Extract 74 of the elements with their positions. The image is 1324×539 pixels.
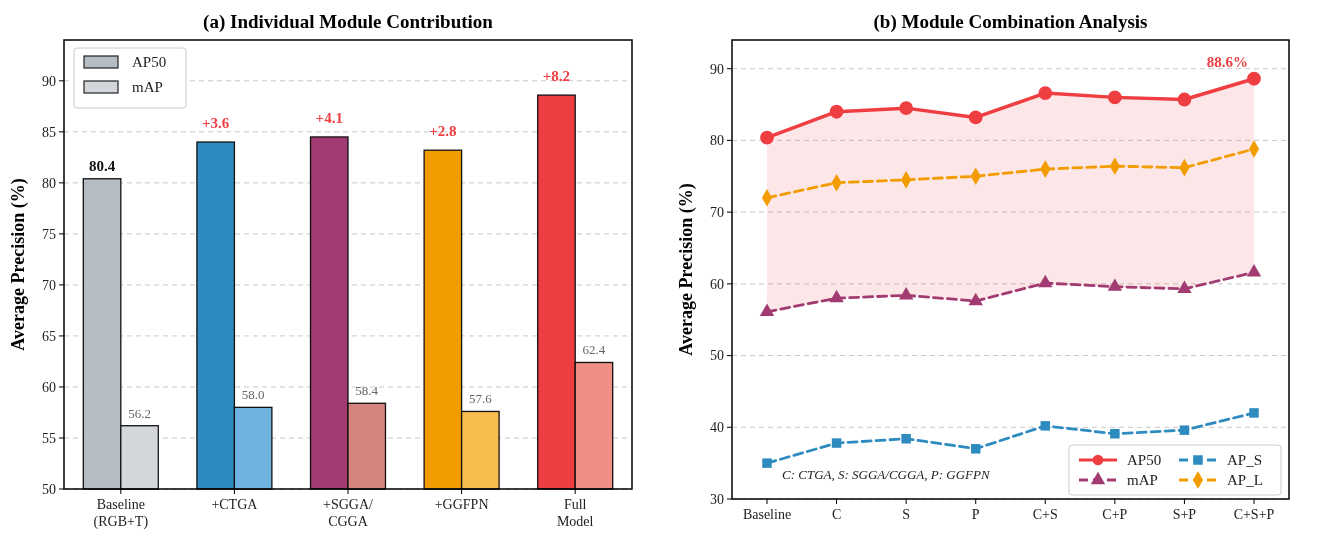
point: [968, 110, 983, 125]
legend-label: AP_S: [1227, 452, 1263, 469]
y-tick-label: 70: [42, 277, 56, 293]
y-tick-label: 80: [42, 175, 56, 191]
y-tick-label: 90: [710, 61, 724, 77]
chart-title: (a) Individual Module Contribution: [203, 11, 494, 33]
legend-label: AP50: [1127, 452, 1162, 469]
y-axis-title: Average Precision (%): [8, 178, 29, 351]
x-tick-label: +CTGA: [211, 497, 259, 512]
annotation: +2.8: [429, 123, 457, 140]
point: [968, 292, 983, 306]
x-tick-label: P: [971, 507, 980, 522]
data-label: 58.0: [241, 387, 265, 403]
point: [829, 289, 844, 303]
point: [762, 458, 772, 468]
annotation: +8.2: [542, 68, 571, 85]
x-tick-label: Full Model: [556, 497, 594, 529]
y-tick-label: 50: [710, 348, 724, 364]
chart-title: (b) Module Combination Analysis: [873, 11, 1148, 33]
legend-label: mAP: [1127, 472, 1158, 489]
point: [1177, 92, 1192, 107]
point: [1110, 428, 1120, 439]
y-tick-label: 50: [42, 481, 56, 497]
annotation: C: CTGA, S: SGGA/CGGA, P: GGFPN: [782, 467, 991, 482]
legend-label: AP50: [132, 54, 167, 71]
y-axis-title: Average Precision (%): [676, 183, 697, 356]
x-tick-label: +SGGA/ CGGA: [323, 497, 374, 529]
annotation: +3.6: [202, 115, 230, 132]
data-label: 80.4: [88, 157, 116, 174]
data-label: 57.6: [468, 391, 493, 407]
annotation: 88.6%: [1206, 53, 1248, 70]
x-tick-label: C: [831, 507, 842, 522]
data-label: 56.2: [128, 405, 151, 421]
x-tick-label: Baseline: [742, 507, 792, 522]
x-tick-label: S+P: [1172, 507, 1197, 522]
x-tick-label: S: [902, 507, 911, 522]
y-tick-label: 65: [42, 328, 56, 344]
x-tick-label: Baseline (RGB+T): [93, 497, 149, 530]
y-tick-label: 70: [710, 205, 724, 221]
point: [1177, 280, 1192, 294]
annotation: +4.1: [315, 109, 343, 126]
y-tick-label: 85: [42, 124, 56, 140]
y-tick-label: 60: [42, 379, 56, 395]
x-tick-label: C+S: [1032, 507, 1058, 522]
legend-label: mAP: [132, 79, 163, 96]
point: [1249, 408, 1259, 418]
y-tick-label: 30: [710, 491, 724, 507]
point: [1246, 264, 1262, 277]
data-label: 58.4: [355, 383, 379, 399]
point: [899, 101, 914, 116]
point: [831, 438, 842, 448]
y-tick-label: 80: [710, 133, 724, 149]
point: [1040, 421, 1051, 431]
point: [898, 286, 914, 300]
point: [1179, 425, 1190, 435]
x-tick-label: +GGFPN: [434, 497, 489, 512]
point: [901, 434, 911, 444]
point: [1038, 274, 1053, 288]
point: [759, 303, 775, 316]
point: [1107, 278, 1123, 291]
point: [1038, 86, 1053, 100]
y-tick-label: 75: [42, 226, 56, 242]
y-tick-label: 40: [710, 420, 724, 436]
point: [760, 130, 774, 145]
y-tick-label: 55: [42, 430, 56, 446]
point: [970, 444, 981, 454]
x-tick-label: C+P: [1102, 507, 1128, 522]
point: [829, 104, 844, 119]
data-label: 62.4: [582, 342, 606, 358]
x-tick-label: C+S+P: [1233, 507, 1275, 522]
legend-label: AP_L: [1227, 472, 1263, 489]
y-tick-label: 90: [42, 73, 56, 89]
y-tick-label: 60: [710, 276, 724, 292]
point: [1247, 71, 1261, 86]
